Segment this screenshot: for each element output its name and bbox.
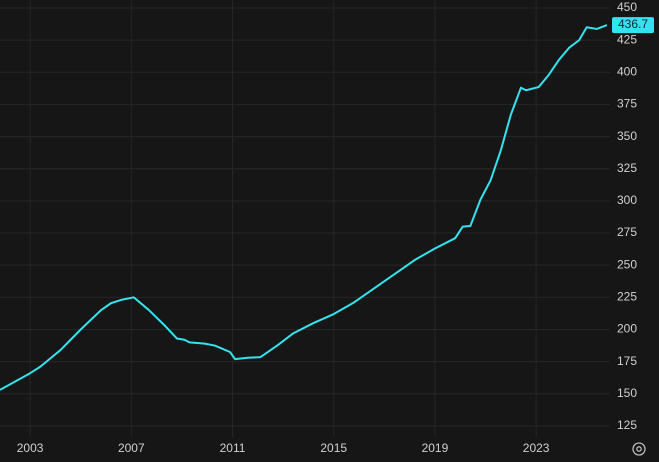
y-tick-label: 400 [617,64,637,78]
y-tick-label: 150 [617,386,637,400]
y-tick-label: 200 [617,322,637,336]
y-tick-label: 250 [617,257,637,271]
y-tick-label: 225 [617,290,637,304]
y-tick-label: 425 [617,32,637,46]
last-price-box [612,17,654,34]
x-tick-label: 2019 [422,441,449,455]
y-tick-label: 125 [617,418,637,432]
x-tick-label: 2023 [523,441,550,455]
price-line [0,24,608,391]
settings-icon[interactable] [632,442,646,456]
last-price-label: 436.7 [618,17,648,31]
y-tick-label: 300 [617,193,637,207]
y-tick-label: 375 [617,97,637,111]
x-tick-label: 2003 [17,441,44,455]
x-tick-label: 2015 [320,441,347,455]
y-tick-label: 275 [617,225,637,239]
gear-inner [636,446,642,452]
x-tick-label: 2011 [220,441,246,455]
y-tick-label: 350 [617,129,637,143]
y-tick-label: 325 [617,161,637,175]
gear-outer [632,442,646,456]
x-tick-label: 2007 [118,441,145,455]
y-tick-label: 450 [617,0,637,14]
y-tick-label: 175 [617,354,637,368]
